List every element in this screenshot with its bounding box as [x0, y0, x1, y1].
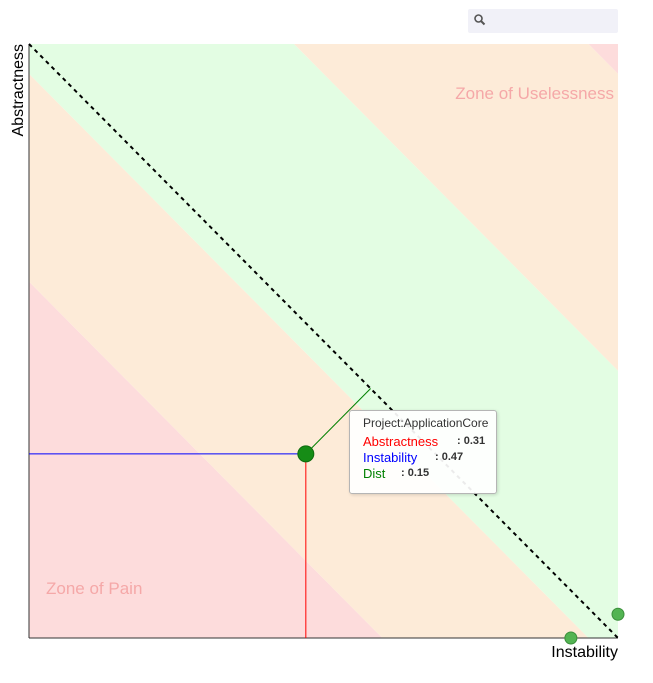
tooltip-dist-value: : 0.15	[401, 467, 430, 479]
data-points	[297, 445, 625, 645]
tooltip-abstractness-label: Abstractness	[363, 434, 439, 449]
search-box[interactable]	[468, 9, 618, 33]
main-sequence-line	[28, 43, 619, 639]
tooltip-row-instability: Instability : 0.47	[363, 450, 493, 466]
tooltip-instability-value: : 0.47	[435, 451, 464, 463]
tooltip-row-dist: Dist : 0.15	[363, 466, 493, 482]
tooltip: Project:ApplicationCore Abstractness : 0…	[349, 410, 497, 494]
tooltip-title: Project:ApplicationCore	[363, 416, 489, 430]
search-input[interactable]	[492, 11, 616, 31]
tooltip-dist-label: Dist	[363, 466, 386, 481]
search-icon	[474, 14, 486, 26]
x-axis-label: Instability	[551, 644, 618, 661]
data-point	[564, 631, 578, 645]
zone-pain-label: Zone of Pain	[46, 579, 142, 598]
tooltip-abstractness-value: : 0.31	[457, 435, 486, 447]
zone-uselessness-label: Zone of Uselessness	[455, 84, 614, 103]
tooltip-instability-label: Instability	[363, 450, 418, 465]
data-point	[611, 607, 625, 621]
selected-point-guides	[29, 388, 371, 638]
data-point-selected	[297, 445, 315, 463]
distance-line	[305, 388, 371, 455]
tooltip-row-abstractness: Abstractness : 0.31	[363, 434, 493, 450]
y-axis-label: Abstractness	[10, 44, 27, 136]
